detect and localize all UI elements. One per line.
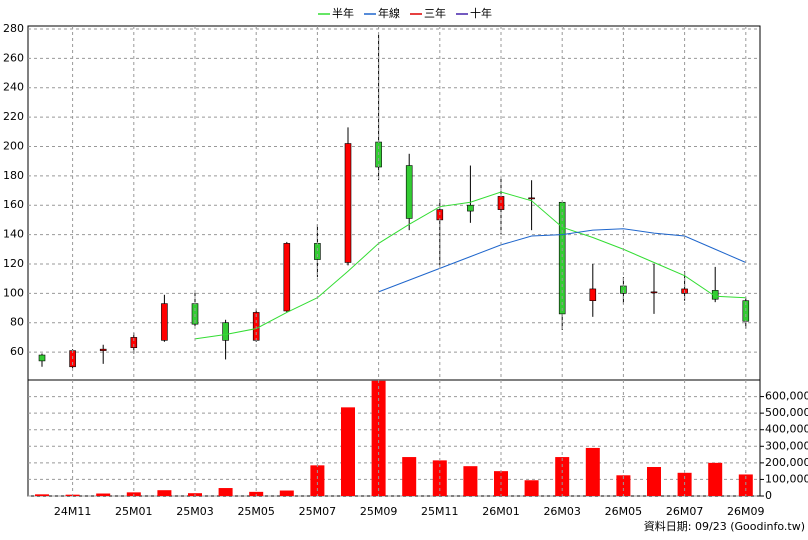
volume-bar (647, 467, 661, 496)
candle-body (99, 348, 107, 351)
y-tick-label: 260 (3, 51, 24, 64)
y-tick-label: 400,000 (765, 423, 808, 436)
x-tick-label: 26M03 (543, 505, 581, 518)
candle-body (130, 337, 138, 348)
volume-bar (310, 465, 325, 496)
candle-body (650, 291, 658, 294)
x-tick-label: 26M01 (482, 505, 520, 518)
volume-bar (35, 494, 49, 496)
y-tick-label: 80 (10, 316, 24, 329)
volume-bar (708, 462, 723, 496)
legend-label: 三年 (424, 6, 446, 20)
y-tick-label: 200 (3, 139, 24, 152)
y-tick-label: 180 (3, 169, 24, 182)
volume-bar (371, 380, 386, 496)
volume-bar (157, 490, 172, 496)
x-tick-label: 25M09 (360, 505, 398, 518)
volume-bar (218, 488, 233, 496)
volume-bar (402, 457, 417, 496)
candle-body (222, 322, 229, 341)
y-tick-label: 60 (10, 345, 24, 358)
y-tick-label: 240 (3, 81, 24, 94)
candle-body (38, 354, 46, 362)
volume-bar (616, 475, 631, 496)
x-tick-label: 26M07 (666, 505, 704, 518)
legend-label: 十年 (470, 6, 492, 20)
y-tick-label: 100,000 (765, 472, 808, 485)
y-tick-label: 500,000 (765, 406, 808, 419)
y-tick-label: 140 (3, 228, 24, 241)
candle-body (467, 204, 474, 212)
y-tick-label: 200,000 (765, 456, 808, 469)
volume-bar (585, 447, 600, 496)
volume-bar (463, 466, 478, 496)
ma-line (194, 191, 746, 340)
footer: 資料日期: 09/23 (Goodinfo.tw) (644, 519, 805, 533)
volume-bar (96, 493, 111, 496)
y-tick-label: 300,000 (765, 439, 808, 452)
x-tick-label: 25M01 (115, 505, 153, 518)
candle-body (405, 165, 413, 219)
x-tick-label: 25M05 (237, 505, 275, 518)
candle-body (283, 243, 291, 312)
volume-bar (341, 407, 355, 496)
x-tick-label: 25M07 (299, 505, 337, 518)
volume-bar (524, 480, 539, 496)
y-tick-label: 220 (3, 110, 24, 123)
y-tick-label: 0 (765, 489, 772, 502)
volume-bar (249, 491, 264, 496)
volume-bar (279, 490, 294, 496)
candle-body (161, 303, 168, 341)
x-tick-label: 26M05 (605, 505, 643, 518)
y-tick-label: 600,000 (765, 390, 808, 403)
y-tick-label: 120 (3, 257, 24, 270)
y-tick-label: 100 (3, 286, 24, 299)
candle-body (589, 288, 597, 301)
legend-label: 半年 (332, 6, 354, 20)
y-tick-label: 280 (3, 22, 24, 35)
y-tick-label: 160 (3, 198, 24, 211)
x-tick-label: 26M09 (727, 505, 765, 518)
x-tick-label: 25M03 (176, 505, 214, 518)
candle-body (344, 143, 352, 263)
legend-label: 年線 (378, 6, 400, 20)
candle-body (314, 243, 321, 260)
x-tick-label: 24M11 (54, 505, 92, 518)
x-tick-label: 25M11 (421, 505, 459, 518)
candle-body (528, 197, 535, 200)
volume-bar (738, 474, 753, 496)
